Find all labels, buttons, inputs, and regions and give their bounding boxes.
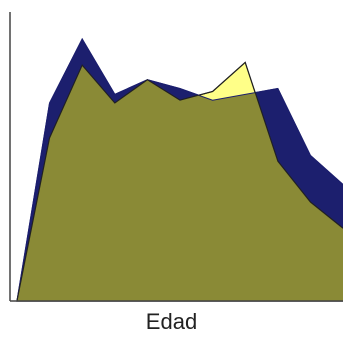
series-outline-2 xyxy=(16,61,343,302)
x-axis-label: Edad xyxy=(145,309,198,334)
series-outline-1 xyxy=(16,38,343,302)
